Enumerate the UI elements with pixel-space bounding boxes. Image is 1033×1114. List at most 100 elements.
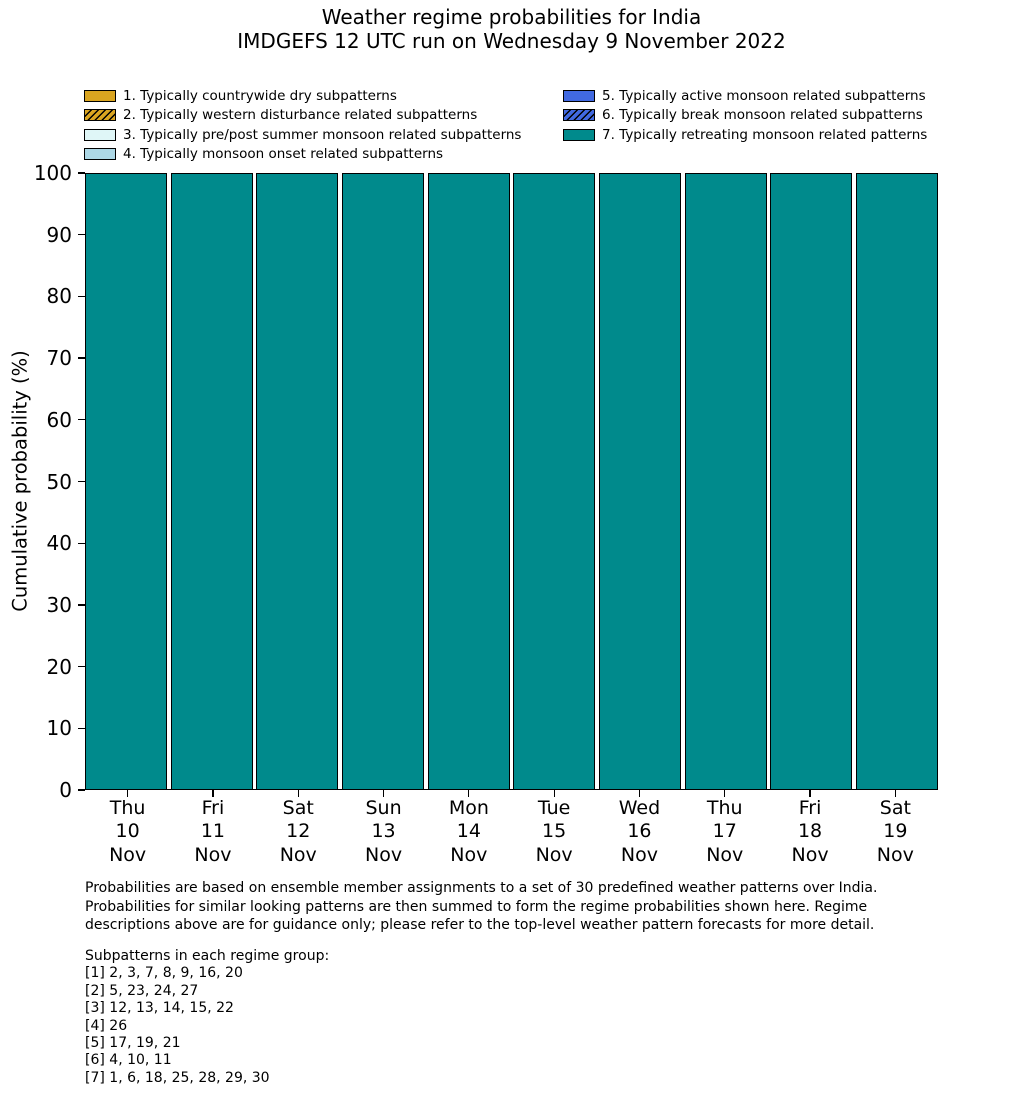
subpatterns-line: [6] 4, 10, 11 xyxy=(85,1052,172,1069)
subpatterns-list: Subpatterns in each regime group: [1] 2,… xyxy=(85,948,329,1087)
bar-fri-18-nov xyxy=(770,173,853,790)
x-tick xyxy=(212,790,214,797)
y-tick xyxy=(78,357,85,359)
footer-line: Probabilities for similar looking patter… xyxy=(85,898,868,915)
y-tick-label: 30 xyxy=(46,592,72,617)
legend-label: 7. Typically retreating monsoon related … xyxy=(602,126,928,143)
x-tick-label-line: Nov xyxy=(365,843,403,866)
y-tick-label: 40 xyxy=(46,531,72,556)
legend-swatch xyxy=(84,89,116,102)
bar-tue-15-nov xyxy=(513,173,596,790)
subpatterns-line: [3] 12, 13, 14, 15, 22 xyxy=(85,1000,234,1017)
bar-wed-16-nov xyxy=(598,173,681,790)
x-tick-label-line: Tue xyxy=(537,797,571,819)
legend-column-left: 1. Typically countrywide dry subpatterns… xyxy=(84,86,521,164)
x-tick-label-line: Nov xyxy=(450,843,488,866)
legend-label: 3. Typically pre/post summer monsoon rel… xyxy=(123,126,522,143)
x-tick-label-line: 10 xyxy=(115,820,140,843)
x-tick-label-line: 11 xyxy=(200,820,226,843)
legend-swatch xyxy=(563,109,595,122)
legend-column-right: 5. Typically active monsoon related subp… xyxy=(563,86,927,145)
y-tick xyxy=(78,727,85,729)
bar-segment xyxy=(427,173,510,790)
bar-mon-14-nov xyxy=(427,173,510,790)
legend-swatch xyxy=(84,128,116,141)
y-tick-label: 100 xyxy=(33,161,72,185)
x-tick-label-line: 12 xyxy=(286,820,311,843)
x-tick-label-line: Nov xyxy=(109,843,147,866)
bar-sun-13-nov xyxy=(341,173,424,790)
x-tick-label-line: Sat xyxy=(282,797,314,819)
x-tick-label-line: Nov xyxy=(535,843,573,866)
x-tick-label-line: Wed xyxy=(618,797,661,819)
y-tick xyxy=(78,480,85,483)
x-tick-label-line: Thu xyxy=(109,797,146,819)
legend-swatch xyxy=(84,109,116,122)
bar-segment xyxy=(85,173,167,790)
y-tick-label: 20 xyxy=(46,654,72,679)
legend-item: 3. Typically pre/post summer monsoon rel… xyxy=(84,125,521,145)
bar-segment xyxy=(256,173,339,790)
legend-swatch xyxy=(563,89,595,102)
y-tick-label: 0 xyxy=(59,778,72,802)
x-tick-label-line: 17 xyxy=(712,820,737,843)
y-tick-label: 60 xyxy=(46,407,72,432)
x-tick-label-line: 16 xyxy=(627,820,652,843)
x-tick-label-line: 13 xyxy=(371,820,396,843)
x-tick-label-line: Nov xyxy=(791,843,829,866)
bar-segment xyxy=(170,173,253,790)
bar-segment xyxy=(513,173,596,790)
x-tick xyxy=(553,790,555,797)
plot-area xyxy=(85,173,938,790)
footer-line: descriptions above are for guidance only… xyxy=(85,917,875,934)
x-tick-label-line: Nov xyxy=(876,843,914,866)
x-tick xyxy=(638,790,641,797)
x-tick xyxy=(127,790,129,797)
x-tick-label-line: Nov xyxy=(620,843,658,866)
x-tick-label: Sat 12 Nov xyxy=(238,797,358,867)
bar-segment xyxy=(770,173,853,790)
legend-item: 6. Typically break monsoon related subpa… xyxy=(563,106,927,126)
y-tick xyxy=(78,789,85,791)
x-tick-label-line: 18 xyxy=(797,820,823,843)
x-tick xyxy=(468,790,470,797)
x-tick-label: Thu 10 Nov xyxy=(68,797,188,867)
x-tick-label-line: Nov xyxy=(194,843,232,866)
y-tick xyxy=(78,542,85,544)
bar-segment xyxy=(855,173,938,790)
x-tick-label: Mon 14 Nov xyxy=(409,797,529,867)
x-tick-label-line: Fri xyxy=(798,797,822,819)
x-tick-label: Fri 11 Nov xyxy=(153,797,273,867)
legend-swatch xyxy=(84,148,116,161)
legend-item: 5. Typically active monsoon related subp… xyxy=(563,86,927,106)
legend-swatch xyxy=(563,128,595,141)
legend-label: 5. Typically active monsoon related subp… xyxy=(602,87,926,104)
x-tick-label: Tue 15 Nov xyxy=(494,797,614,867)
subpatterns-heading: Subpatterns in each regime group: xyxy=(85,948,330,964)
x-tick-label-line: Sat xyxy=(879,797,911,819)
bar-sat-12-nov xyxy=(256,173,339,790)
x-tick-label-line: Nov xyxy=(279,843,317,866)
x-tick-label-line: 15 xyxy=(542,820,567,843)
legend-item: 4. Typically monsoon onset related subpa… xyxy=(84,145,521,165)
legend-label: 2. Typically western disturbance related… xyxy=(123,107,478,124)
x-tick-label-line: 19 xyxy=(883,820,908,843)
x-tick-label: Thu 17 Nov xyxy=(665,797,785,867)
x-tick-label-line: Sun xyxy=(365,797,402,819)
x-tick-label: Wed 16 Nov xyxy=(579,797,699,867)
chart-title: Weather regime probabilities for India xyxy=(321,5,702,29)
y-tick-label: 50 xyxy=(46,469,72,494)
bar-fri-11-nov xyxy=(170,173,253,790)
bar-segment xyxy=(341,173,424,790)
bar-segment xyxy=(598,173,681,790)
legend-label: 1. Typically countrywide dry subpatterns xyxy=(123,87,397,104)
bar-thu-17-nov xyxy=(684,173,767,790)
footer-line: Probabilities are based on ensemble memb… xyxy=(85,880,878,896)
legend-label: 6. Typically break monsoon related subpa… xyxy=(602,107,923,124)
x-tick xyxy=(297,790,299,797)
x-tick-label: Sat 19 Nov xyxy=(835,797,955,867)
y-tick-label: 80 xyxy=(46,284,72,309)
x-tick xyxy=(809,790,811,797)
y-tick-label: 70 xyxy=(46,346,72,371)
